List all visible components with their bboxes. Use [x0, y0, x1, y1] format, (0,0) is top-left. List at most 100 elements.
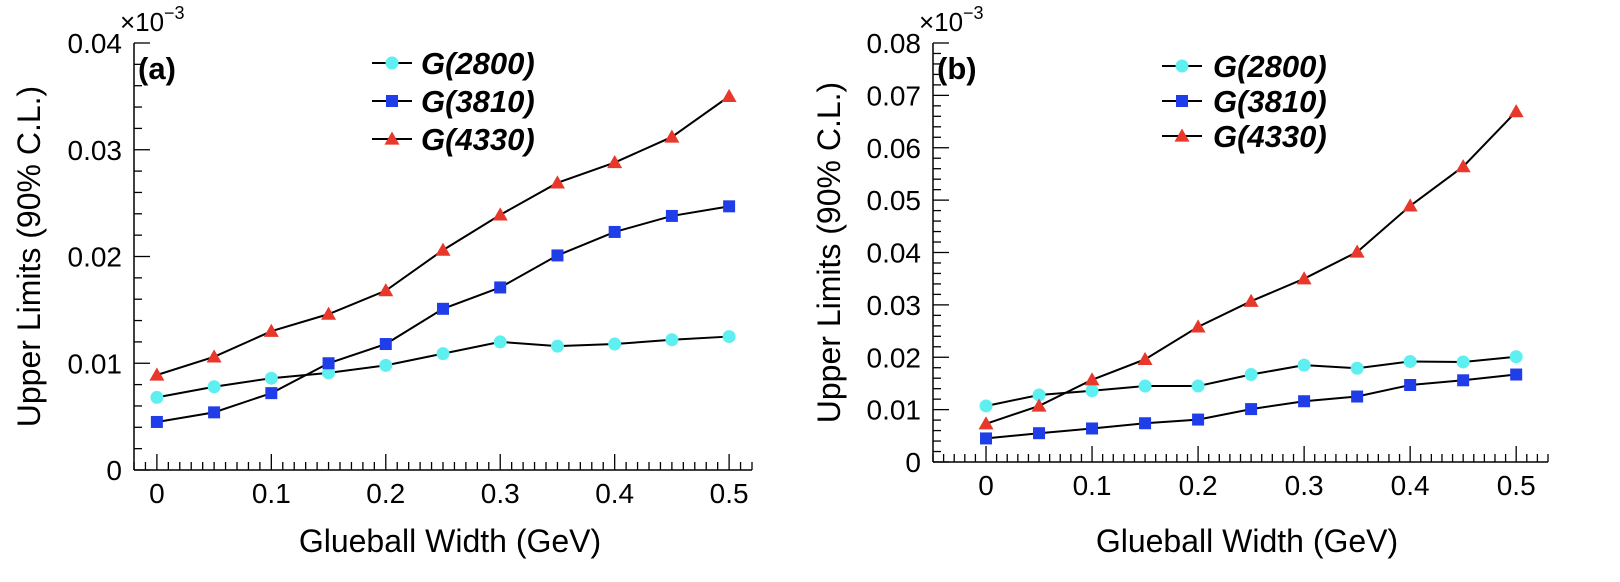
data-point	[1403, 354, 1417, 368]
data-point	[264, 371, 278, 385]
data-point	[150, 415, 163, 428]
data-point	[1084, 372, 1100, 386]
x-tick-label: 0.4	[1391, 470, 1430, 501]
data-point	[1457, 374, 1470, 387]
data-point	[436, 347, 450, 361]
y-tick-label: 0.03	[68, 135, 123, 166]
data-point	[1243, 293, 1259, 307]
data-point	[1455, 159, 1471, 173]
y-tick-label: 0.04	[68, 28, 123, 59]
data-point	[322, 366, 336, 380]
data-point	[1031, 398, 1047, 412]
data-point	[1298, 395, 1311, 408]
x-tick-label: 0.1	[1073, 470, 1112, 501]
data-point	[608, 225, 621, 238]
exponent-label: ×10	[120, 7, 164, 37]
legend-marker	[1176, 95, 1188, 107]
series-G(3810)	[980, 368, 1523, 445]
data-point	[550, 339, 564, 353]
data-point	[608, 337, 622, 351]
series-G(2800)	[150, 330, 736, 404]
data-point	[1245, 403, 1258, 416]
data-point	[1033, 427, 1046, 440]
chart-panel-a: 0 0.1 0.2 0.3 0.4 0.5 0 0.01 0.02 0.03 0.04×10 −3 Gl…	[11, 3, 753, 559]
data-point	[379, 338, 392, 351]
legend-entry: G(3810)	[372, 84, 535, 119]
exponent-power: −3	[164, 3, 185, 23]
legend-label: G(3810)	[1213, 84, 1327, 119]
series-line	[985, 355, 1517, 407]
x-tick-label: 0.1	[252, 478, 291, 509]
y-axis-title: Upper Limits (90% C.L.)	[811, 82, 847, 423]
data-point	[722, 330, 736, 344]
exponent-label: ×10	[919, 7, 963, 37]
data-point	[1456, 355, 1470, 369]
data-point	[149, 367, 165, 381]
data-point	[1192, 413, 1205, 426]
legend-label: G(2800)	[421, 46, 535, 81]
data-point	[1351, 390, 1364, 403]
series-line	[156, 335, 730, 399]
data-point	[1244, 368, 1258, 382]
y-tick-label: 0.02	[68, 242, 123, 273]
series-G(2800)	[979, 350, 1523, 413]
legend-label: G(4330)	[421, 122, 535, 157]
data-point	[435, 242, 451, 256]
data-point	[1350, 361, 1364, 375]
legend-entry: G(2800)	[1162, 49, 1327, 84]
data-point	[207, 380, 221, 394]
x-tick-label: 0.4	[595, 478, 634, 509]
legend-label: G(4330)	[1213, 119, 1327, 154]
data-point	[1349, 244, 1365, 258]
data-point	[206, 349, 222, 363]
data-point	[1190, 319, 1206, 333]
data-point	[1508, 104, 1524, 118]
series-G(4330)	[149, 88, 737, 381]
data-point	[665, 333, 679, 347]
data-point	[150, 390, 164, 404]
legend-entry: G(2800)	[372, 46, 535, 81]
y-tick-label: 0.06	[867, 133, 922, 164]
data-point	[664, 129, 680, 143]
data-point	[1086, 422, 1099, 435]
data-point	[607, 155, 623, 169]
x-tick-label: 0.3	[481, 478, 520, 509]
chart-panel-b: 0 0.1 0.2 0.3 0.4 0.5 0 0.01 0.02 0.03 0.04 0.05 0.0…	[811, 3, 1549, 559]
x-tick-label: 0.5	[710, 478, 749, 509]
x-tick-label: 0.2	[1179, 470, 1218, 501]
legend-label: G(2800)	[1213, 49, 1327, 84]
panel-label: (a)	[138, 51, 176, 86]
data-point	[263, 323, 279, 337]
legend-entry: G(4330)	[1162, 119, 1327, 154]
data-point	[379, 358, 393, 372]
x-axis-title: Glueball Width (GeV)	[1096, 523, 1398, 559]
data-point	[1297, 358, 1311, 372]
data-point	[723, 200, 736, 213]
legend-marker	[386, 95, 398, 107]
data-point	[1139, 417, 1152, 430]
legend-label: G(3810)	[421, 84, 535, 119]
data-point	[979, 399, 993, 413]
data-point	[1509, 350, 1523, 364]
y-tick-label: 0.05	[867, 185, 922, 216]
y-tick-label: 0.02	[867, 342, 922, 373]
data-point	[493, 335, 507, 349]
series-G(4330)	[978, 104, 1524, 430]
data-point	[1296, 271, 1312, 285]
data-point	[980, 432, 993, 445]
data-point	[978, 416, 994, 430]
y-axis-title: Upper Limits (90% C.L.)	[11, 86, 47, 427]
data-point	[549, 175, 565, 189]
data-point	[494, 281, 507, 294]
data-point	[321, 306, 337, 320]
legend-marker	[1174, 128, 1190, 142]
x-axis-title: Glueball Width (GeV)	[299, 523, 601, 559]
y-tick-label: 0.04	[867, 238, 922, 269]
data-point	[492, 207, 508, 221]
x-tick-label: 0	[978, 470, 994, 501]
y-tick-label: 0.03	[867, 290, 922, 321]
y-tick-label: 0	[106, 455, 122, 486]
y-tick-label: 0.07	[867, 80, 922, 111]
legend-marker	[1175, 59, 1189, 73]
data-point	[437, 302, 449, 315]
